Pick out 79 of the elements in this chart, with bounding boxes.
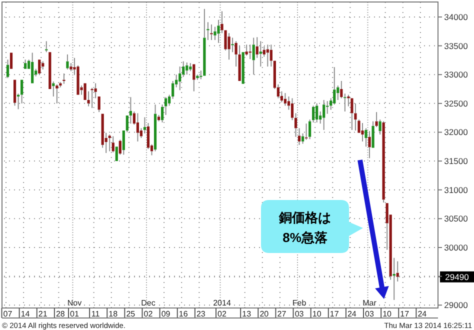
x-tick-label: 24 (418, 310, 428, 318)
candlestick (234, 40, 238, 68)
x-tick-label: 07 (3, 310, 13, 318)
candlestick (62, 72, 66, 84)
candlestick (238, 45, 241, 81)
y-tick-label: 30000 (444, 242, 468, 252)
y-tick-label: 29000 (444, 300, 468, 310)
candlestick (182, 60, 185, 78)
candlestick (210, 24, 213, 41)
candlestick (280, 90, 284, 103)
x-tick-label: Dec 02 (141, 298, 156, 318)
candlestick (322, 99, 326, 130)
candlestick (298, 128, 301, 146)
candlestick (368, 130, 371, 159)
candlestick (301, 132, 304, 144)
candlestick (396, 260, 399, 282)
x-tick-label: 11 (91, 310, 100, 318)
candlestick (228, 32, 230, 60)
callout: 銅価格は 8%急落 (261, 200, 363, 253)
candlestick (231, 37, 234, 53)
x-tick-label: Mar 03 (362, 298, 377, 318)
x-tick-label: 09 (161, 310, 171, 318)
x-tick-label: 16 (178, 310, 188, 318)
y-tick-label: 34000 (444, 12, 468, 22)
y-tick-label: 33000 (444, 70, 468, 80)
candlestick (270, 44, 272, 68)
candlestick (10, 52, 13, 69)
candlestick (326, 100, 329, 114)
candlestick (20, 80, 24, 104)
candlestick (143, 116, 146, 134)
y-tick-label: 31000 (444, 184, 468, 195)
candlestick (84, 83, 86, 100)
x-tick-label: 23 (196, 310, 206, 318)
annotation: 銅価格は 8%急落 (278, 210, 331, 245)
x-tick-label: 2014 02 (213, 298, 232, 318)
candlestick (361, 122, 364, 142)
x-tick-label: Feb 03 (292, 298, 307, 318)
candlestick (242, 52, 244, 84)
x-tick-label: 21 (38, 310, 48, 318)
candlestick (154, 104, 157, 152)
candlestick (172, 80, 174, 100)
candlestick (115, 146, 118, 162)
x-tick-label: 17 (400, 310, 410, 318)
candlestick (24, 59, 27, 69)
candlestick (48, 52, 52, 90)
candlestick (203, 8, 206, 76)
candlestick (31, 52, 34, 84)
y-tick-label: 31500 (444, 156, 468, 166)
candlestick (312, 105, 315, 123)
x-tick-label: 17 (330, 310, 340, 318)
x-tick-label: 18 (108, 310, 118, 318)
candlestick (252, 37, 255, 76)
y-tick-label: 30500 (444, 214, 468, 224)
x-tick-label: 27 (277, 310, 287, 318)
candlestick (378, 119, 382, 136)
y-tick-label: 29490 (445, 272, 470, 282)
y-tick-label: 32000 (444, 127, 468, 138)
candlestick (178, 66, 182, 91)
x-tick-label: 14 (20, 310, 30, 318)
x-tick-label: 10 (312, 310, 322, 318)
candlestick (136, 112, 140, 142)
candlestick (94, 82, 97, 99)
candlestick (214, 26, 216, 41)
candlestick (217, 19, 220, 44)
x-tick-label: 28 (56, 310, 66, 318)
x-tick-label: 20 (260, 310, 270, 318)
x-tick-label: 25 (126, 310, 136, 318)
x-tick-label: 10 (382, 310, 392, 318)
candlestick (259, 40, 262, 68)
x-tick-label: Nov 01 (67, 298, 82, 318)
y-tick-label: 33500 (444, 40, 468, 51)
y-tick-label: 32500 (444, 98, 468, 108)
x-tick-label: 24 (348, 310, 357, 318)
candlestick (294, 112, 298, 138)
candlestick (186, 62, 188, 76)
candlestick (350, 98, 354, 130)
x-tick-label: 13 (242, 310, 252, 318)
candlestick (192, 64, 196, 92)
candlestick (122, 130, 125, 156)
